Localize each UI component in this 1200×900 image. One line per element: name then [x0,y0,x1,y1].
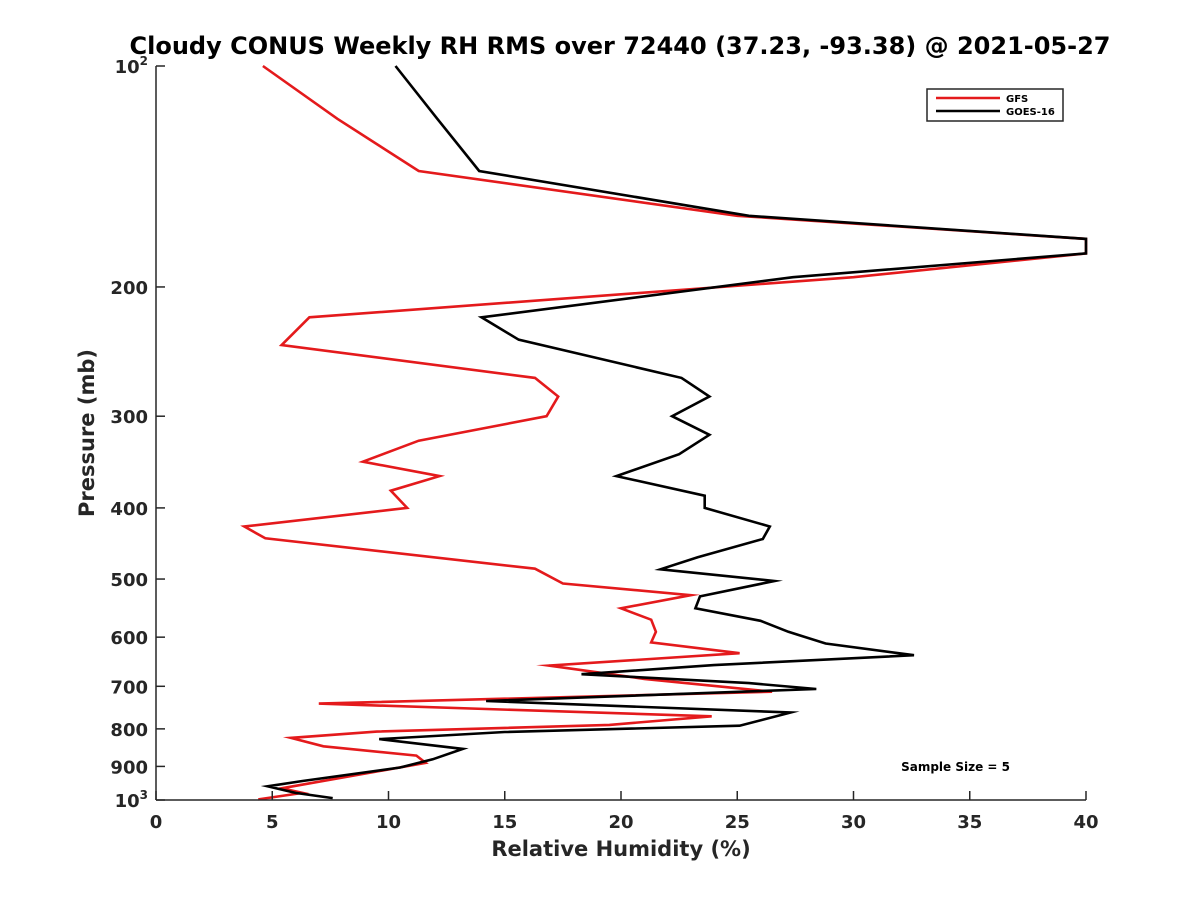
y-axis-label: Pressure (mb) [75,349,99,517]
x-tick-label: 0 [150,812,163,833]
axes-layer: 0 5 10 15 20 25 30 35 40 102 200 300 400 500 600 700 800… [110,54,1098,833]
y-tick-label: 500 [110,570,148,591]
y-tick-label: 300 [110,407,148,428]
y-tick-label: 400 [110,499,148,520]
x-axis-label: Relative Humidity (%) [491,837,750,861]
y-tick-label: 200 [110,278,148,299]
sample-size-annotation: Sample Size = 5 [901,760,1010,774]
y-tick-label: 900 [110,757,148,778]
y-tick-label: 103 [115,788,148,812]
series-line-goes-16 [260,65,1088,800]
y-tick-label: 600 [110,628,148,649]
y-tick-label: 102 [115,54,148,78]
series-line-gfs [240,64,1088,801]
y-tick-label: 800 [110,720,148,741]
legend: GFS GOES-16 [926,88,1064,122]
x-tick-label: 5 [266,812,279,833]
x-tick-label: 20 [608,812,633,833]
x-tick-label: 30 [841,812,866,833]
x-tick-label: 35 [957,812,982,833]
legend-label: GOES-16 [1006,107,1055,118]
y-tick-label: 700 [110,677,148,698]
x-tick-label: 15 [492,812,517,833]
x-tick-label: 10 [376,812,401,833]
x-tick-label: 40 [1073,812,1098,833]
legend-box [926,88,1064,122]
x-tick-label: 25 [725,812,750,833]
chart-title: Cloudy CONUS Weekly RH RMS over 72440 (3… [130,32,1111,60]
legend-label: GFS [1006,94,1028,105]
series-layer [240,64,1088,801]
